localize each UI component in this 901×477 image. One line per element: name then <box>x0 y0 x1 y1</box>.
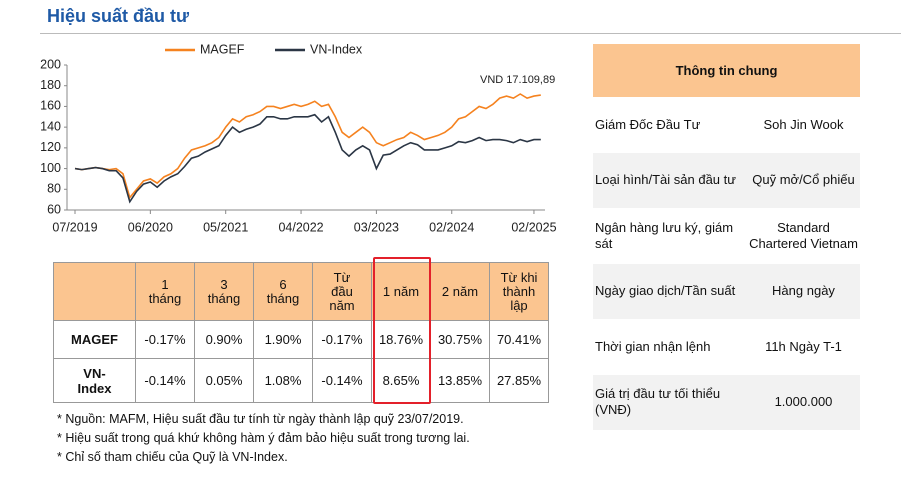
chart: 60 80 100 120 140 160 180 200 07/2019 06/2020 05/2… <box>40 42 556 234</box>
table-cell: 0.90% <box>194 320 254 359</box>
info-key: Giám Đốc Đầu Tư <box>595 116 701 132</box>
info-row: Loại hình/Tài sản đầu tư Quỹ mở/Cổ phiếu <box>593 152 860 208</box>
annotation: VND 17.109,89 <box>480 74 555 86</box>
table-cell: -0.14% <box>135 358 195 403</box>
info-row: Giám Đốc Đầu Tư Soh Jin Wook <box>593 97 860 153</box>
rule <box>40 33 901 34</box>
note: * Hiệu suất trong quá khứ không hàm ý đả… <box>57 431 470 445</box>
table-cell: 1.90% <box>253 320 313 359</box>
x-tick-label: 07/2019 <box>52 220 97 234</box>
info-table: Thông tin chung Giám Đốc Đầu Tư Soh Jin Wo… <box>593 44 860 430</box>
table-cell: 30.75% <box>430 320 490 359</box>
highlight-box <box>373 257 431 404</box>
x-tick-label: 05/2021 <box>203 220 248 234</box>
column-header-text: 2 năm <box>441 283 479 299</box>
note: * Chỉ số tham chiếu của Quỹ là VN-Index. <box>57 450 288 464</box>
x-tick-label: 02/2024 <box>429 220 474 234</box>
corner-cell <box>53 262 136 321</box>
info-row: Thời gian nhận lệnh 11h Ngày T-1 <box>593 319 860 375</box>
y-tick-label: 60 <box>47 202 61 216</box>
table-cell: -0.14% <box>312 358 372 403</box>
info-key: Ngày giao dịch/Tần suất <box>593 263 747 319</box>
column-header-text: 1 năm <box>382 283 420 299</box>
info-value: Hàng ngày <box>747 263 860 319</box>
series-line <box>74 93 541 200</box>
row-label: VN-Index <box>53 358 136 403</box>
table-row: MAGEF -0.17% 0.90% 1.90% -0.17% 18.76% 30.75% 7… <box>53 320 549 359</box>
column-header: Từ đầu năm <box>312 262 372 321</box>
column-header-text: Từ khi thành lập <box>500 269 538 313</box>
info-key: Giá trị đầu tư tối thiểu (VNĐ) <box>593 374 747 430</box>
x-tick-label: 04/2022 <box>278 220 323 234</box>
table-cell: 1.08% <box>253 358 313 403</box>
info-row: Giá trị đầu tư tối thiểu (VNĐ) 1.000.000 <box>593 374 860 430</box>
y-tick-label: 200 <box>40 57 61 71</box>
column-header-text: 3 tháng <box>207 276 241 306</box>
legend-label: VN-Index <box>310 42 363 56</box>
y-tick-label: 100 <box>40 161 61 175</box>
performance-table: 1 tháng 3 tháng 6 tháng Từ đầu năm 1 năm 2 nă… <box>53 262 549 403</box>
y-tick-label: 140 <box>40 119 61 133</box>
info-key: Thời gian nhận lệnh <box>595 338 711 354</box>
x-tick-label: 03/2023 <box>354 220 399 234</box>
column-header: Từ khi thành lập <box>489 262 549 321</box>
table-row: VN-Index -0.14% 0.05% 1.08% -0.14% 8.65% 13.85… <box>53 358 549 403</box>
info-value: 1.000.000 <box>747 374 860 430</box>
column-header: 6 tháng <box>253 262 313 321</box>
table-cell: -0.17% <box>135 320 195 359</box>
info-header-row: Thông tin chung <box>593 44 860 97</box>
info-value: Standard Chartered Vietnam <box>749 219 858 251</box>
info-key: Ngân hàng lưu ký, giám sát <box>595 219 734 251</box>
column-header: 1 tháng <box>135 262 195 321</box>
legend-label: MAGEF <box>200 42 245 56</box>
row-label: MAGEF <box>53 320 136 359</box>
table-cell: -0.17% <box>312 320 372 359</box>
y-tick-label: 120 <box>40 140 61 154</box>
info-value: Quỹ mở/Cổ phiếu <box>747 152 860 208</box>
notes: * Nguồn: MAFM, Hiệu suất đầu tư tính từ … <box>57 410 470 467</box>
info-value: Soh Jin Wook <box>763 116 844 132</box>
table-cell: 0.05% <box>194 358 254 403</box>
table-cell: 8.65% <box>371 358 431 403</box>
note: * Nguồn: MAFM, Hiệu suất đầu tư tính từ … <box>57 412 464 426</box>
column-header-text: Từ đầu năm <box>329 269 355 313</box>
x-tick-label: 02/2025 <box>511 220 556 234</box>
column-header-text: 6 tháng <box>266 276 300 306</box>
info-value: 11h Ngày T-1 <box>765 338 842 354</box>
header-row: 1 tháng 3 tháng 6 tháng Từ đầu năm 1 năm 2 nă… <box>53 262 549 321</box>
info-row: Ngày giao dịch/Tần suất Hàng ngày <box>593 263 860 319</box>
y-tick-label: 160 <box>40 99 61 113</box>
info-row: Ngân hàng lưu ký, giám sát Standard Chart… <box>593 208 860 264</box>
info-key: Loại hình/Tài sản đầu tư <box>593 152 747 208</box>
row-label-text: VN-Index <box>77 365 112 396</box>
column-header-text: 1 tháng <box>148 276 182 306</box>
y-tick-label: 180 <box>40 78 61 92</box>
series-line <box>74 113 541 204</box>
table-cell: 13.85% <box>430 358 490 403</box>
title: Hiệu suất đầu tư <box>47 6 190 26</box>
table-cell: 27.85% <box>489 358 549 403</box>
table-cell: 70.41% <box>489 320 549 359</box>
column-header: 2 năm <box>430 262 490 321</box>
column-header: 3 tháng <box>194 262 254 321</box>
row-label-text: MAGEF <box>71 332 118 347</box>
x-tick-label: 06/2020 <box>128 220 173 234</box>
y-tick-label: 80 <box>47 182 61 196</box>
info-title: Thông tin chung <box>593 44 860 97</box>
